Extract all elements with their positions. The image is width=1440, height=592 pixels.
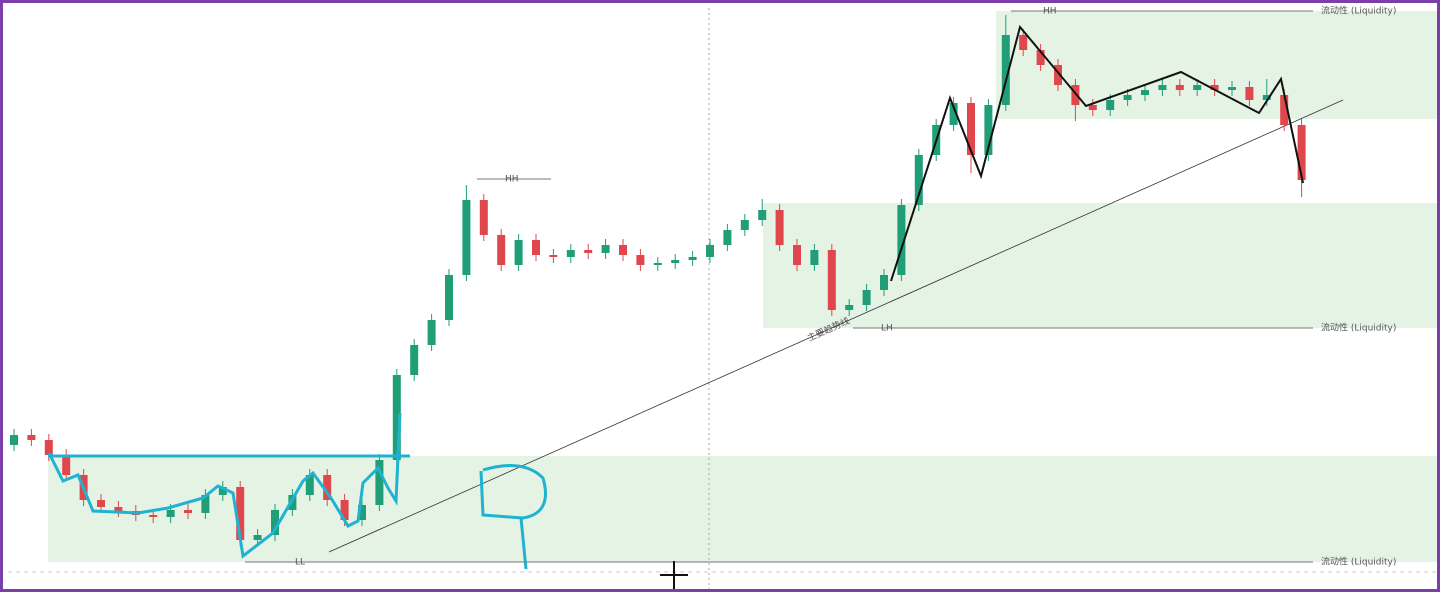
candle-body xyxy=(305,475,314,495)
candle-body xyxy=(392,375,401,460)
candle-body xyxy=(1123,95,1132,100)
label: LH xyxy=(881,324,893,334)
label: HH xyxy=(1043,7,1057,17)
candle-body xyxy=(271,510,279,535)
candle-body xyxy=(184,510,192,513)
candle-body xyxy=(688,257,697,260)
zigzag xyxy=(890,24,1304,282)
candle-body xyxy=(97,500,105,507)
candle-body xyxy=(723,230,732,245)
candle-body xyxy=(984,105,993,155)
candle-body xyxy=(166,510,175,517)
candle-body xyxy=(914,155,923,205)
candle-body xyxy=(949,103,958,125)
candle-body xyxy=(514,240,523,265)
candle-body xyxy=(1141,90,1149,95)
candle-body xyxy=(862,290,871,305)
candle-body xyxy=(827,250,836,310)
candle-body xyxy=(253,535,262,540)
candle-body xyxy=(1036,50,1045,65)
candle-body xyxy=(967,103,975,155)
label: 流动性 (Liquidity) xyxy=(1321,556,1396,568)
candle-body xyxy=(619,245,627,255)
candle-body xyxy=(1106,100,1115,110)
candle-body xyxy=(323,475,332,500)
zone xyxy=(763,203,1437,328)
candle-body xyxy=(1158,85,1167,90)
candle-body xyxy=(1210,85,1219,90)
candle-body xyxy=(845,305,854,310)
zone xyxy=(48,456,1437,562)
candle-body xyxy=(1245,87,1254,100)
candle-body xyxy=(601,245,610,253)
candle-body xyxy=(793,245,801,265)
candle-body xyxy=(653,263,662,265)
candle-body xyxy=(549,255,558,257)
candle-body xyxy=(218,487,227,495)
chart: HH HH LH LL 流动性 (Liquidity) 流动性 (Liquidi… xyxy=(8,5,1437,589)
candle-body xyxy=(1193,85,1202,90)
candle-body xyxy=(810,250,819,265)
label: HH xyxy=(505,175,519,185)
candle-body xyxy=(1228,87,1236,90)
candle-body xyxy=(427,320,436,345)
candle-body xyxy=(462,200,471,275)
candle-body xyxy=(775,210,784,245)
candle-body xyxy=(1262,95,1271,100)
label: 流动性 (Liquidity) xyxy=(1321,5,1396,17)
candle-body xyxy=(740,220,749,230)
candle-body xyxy=(27,435,36,440)
candle-body xyxy=(1175,85,1184,90)
candle-body xyxy=(497,235,506,265)
candle-body xyxy=(62,455,71,475)
candle-body xyxy=(44,440,53,455)
candle-body xyxy=(1019,35,1028,50)
candle-body xyxy=(566,250,575,257)
candle-body xyxy=(10,435,18,445)
candle-body xyxy=(358,505,366,520)
candle-body xyxy=(1280,95,1289,125)
candle-body xyxy=(149,515,158,517)
candle-body xyxy=(410,345,419,375)
zone xyxy=(996,11,1437,119)
candle-body xyxy=(880,275,888,290)
candle-body xyxy=(584,250,593,253)
candle-body xyxy=(288,495,297,510)
candle-body xyxy=(1071,85,1080,105)
candle-body xyxy=(445,275,453,320)
candle-body xyxy=(636,255,645,265)
candle-body xyxy=(897,205,906,275)
candle-body xyxy=(532,240,540,255)
drawing xyxy=(479,464,547,570)
candle-body xyxy=(1088,105,1097,110)
candle-body xyxy=(114,507,123,511)
candle-body xyxy=(1297,125,1306,180)
candle-body xyxy=(236,487,245,540)
candle-body xyxy=(706,245,714,257)
candle-body xyxy=(1054,65,1062,85)
trend-line xyxy=(328,99,1344,553)
candle-body xyxy=(1001,35,1010,105)
candle-body xyxy=(479,200,488,235)
candle-body xyxy=(375,460,384,505)
label: LL xyxy=(295,558,305,568)
candle-body xyxy=(671,260,680,263)
candle-body xyxy=(758,210,767,220)
drawing xyxy=(47,412,402,559)
label: 流动性 (Liquidity) xyxy=(1321,322,1396,334)
cursor xyxy=(660,561,688,589)
candle-body xyxy=(201,495,210,513)
candle-body xyxy=(340,500,349,520)
